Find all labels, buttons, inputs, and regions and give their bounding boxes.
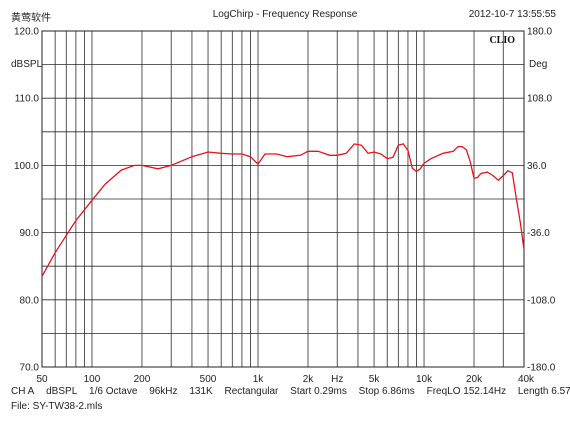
y2-axis-label: Deg bbox=[529, 59, 547, 70]
y2-tick-labels: 180.0 108.0 36.0 -36.0 -108.0 -180.0 bbox=[527, 27, 556, 374]
clio-logo: CLIO bbox=[489, 35, 515, 46]
x-tick-label: 10k bbox=[416, 374, 433, 385]
footer-settings: CH A dBSPL 1/6 Octave 96kHz 131K Rectang… bbox=[11, 386, 570, 397]
x-tick-label: 50 bbox=[36, 374, 48, 385]
x-tick-label: 20k bbox=[466, 374, 483, 385]
footer-file: File: SY-TW38-2.mls bbox=[11, 401, 103, 412]
y-tick-label: 80.0 bbox=[20, 295, 40, 306]
footer-unit: dBSPL bbox=[46, 386, 78, 397]
app-title: 黄莺软件 bbox=[11, 13, 51, 24]
footer-smoothing: 1/6 Octave bbox=[89, 386, 138, 397]
footer-start: Start 0.29ms bbox=[290, 386, 347, 397]
frequency-response-curve bbox=[41, 143, 525, 277]
y2-tick-label: 108.0 bbox=[527, 94, 552, 105]
footer-size: 131K bbox=[189, 386, 213, 397]
x-tick-label: 500 bbox=[200, 374, 217, 385]
x-tick-label: Hz bbox=[331, 374, 343, 385]
y-tick-label: 90.0 bbox=[20, 228, 40, 239]
window-title: LogChirp - Frequency Response bbox=[212, 9, 358, 20]
y-tick-label: 120.0 bbox=[14, 27, 39, 38]
x-tick-label: 100 bbox=[84, 374, 101, 385]
y2-tick-label: -180.0 bbox=[527, 363, 556, 374]
y-tick-label: 100.0 bbox=[14, 161, 39, 172]
grid-lines bbox=[42, 31, 524, 367]
x-tick-label: 1k bbox=[253, 374, 265, 385]
footer-channel: CH A bbox=[11, 386, 35, 397]
footer-rate: 96kHz bbox=[149, 386, 178, 397]
footer-window: Rectangular bbox=[224, 386, 279, 397]
plot-frame bbox=[41, 30, 525, 368]
footer-freqlo: FreqLO 152.14Hz bbox=[426, 386, 507, 397]
y2-tick-label: 180.0 bbox=[527, 27, 552, 38]
y2-tick-label: 36.0 bbox=[527, 161, 547, 172]
x-tick-labels: 50 100 200 500 1k 2k Hz 5k 10k 20k 40k bbox=[36, 374, 535, 385]
y-tick-labels: 120.0 110.0 100.0 90.0 80.0 70.0 bbox=[14, 27, 39, 374]
x-tick-label: 2k bbox=[303, 374, 315, 385]
timestamp: 2012-10-7 13:55:55 bbox=[468, 9, 556, 20]
footer-length: Length 6.57ms bbox=[517, 386, 570, 397]
footer-stop: Stop 6.86ms bbox=[358, 386, 415, 397]
y-tick-label: 70.0 bbox=[20, 363, 40, 374]
x-tick-label: 5k bbox=[369, 374, 381, 385]
y2-tick-label: -36.0 bbox=[527, 228, 550, 239]
y-axis-label: dBSPL bbox=[11, 59, 43, 70]
y2-tick-label: -108.0 bbox=[527, 295, 556, 306]
x-tick-label: 200 bbox=[134, 374, 151, 385]
y-tick-label: 110.0 bbox=[15, 94, 40, 105]
x-tick-label: 40k bbox=[518, 374, 535, 385]
